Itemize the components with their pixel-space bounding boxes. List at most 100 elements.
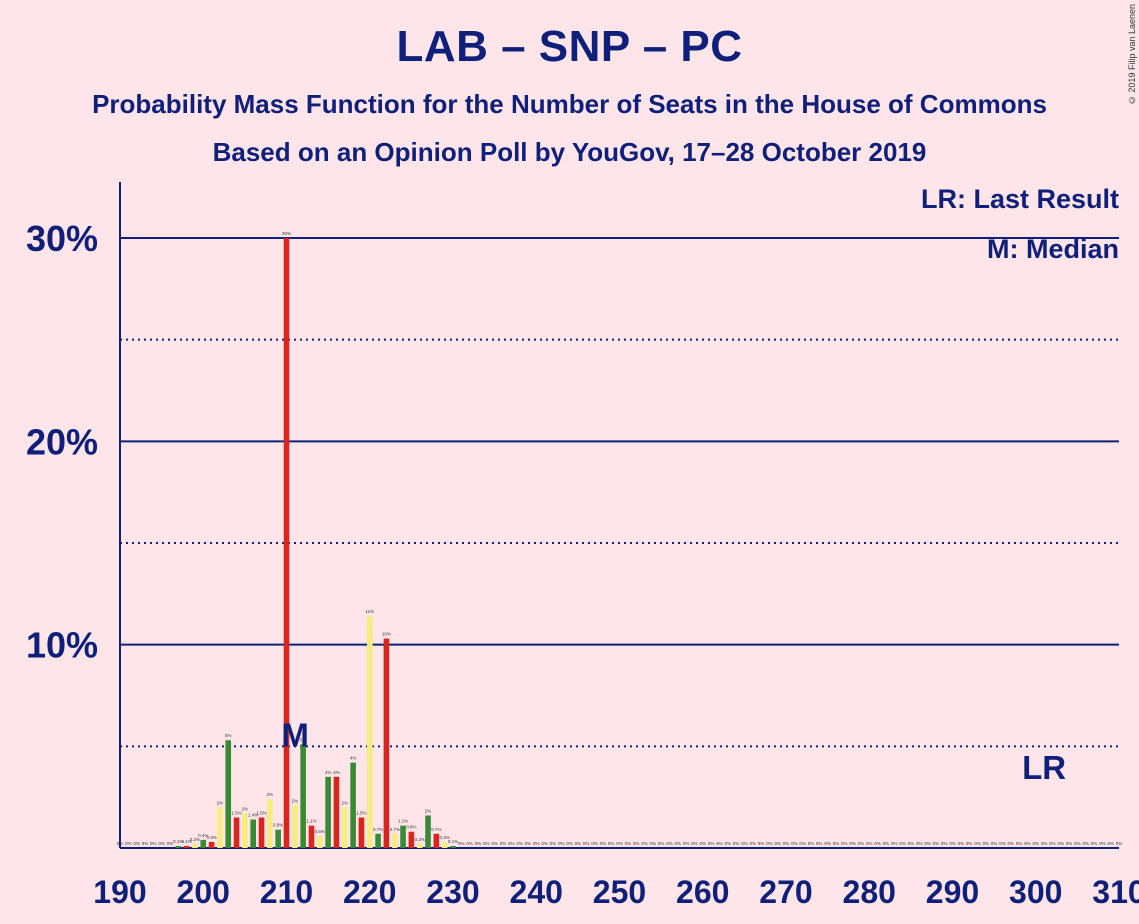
data-label: 0% (1057, 841, 1064, 846)
data-label: 0% (958, 841, 965, 846)
data-label: 0% (133, 841, 140, 846)
data-label: 0% (142, 841, 149, 846)
data-label: 0% (883, 841, 890, 846)
bar (175, 845, 182, 848)
bar (425, 815, 431, 848)
data-label: 0% (466, 841, 473, 846)
bar (283, 238, 290, 848)
bar (408, 831, 415, 848)
x-tick-label: 260 (676, 874, 729, 910)
data-label: 0% (666, 841, 673, 846)
data-label: 0.1% (181, 839, 191, 844)
chart-subtitle: Probability Mass Function for the Number… (92, 89, 1047, 119)
bar (267, 799, 273, 848)
bar (300, 744, 306, 848)
data-label: 1.5% (356, 811, 366, 816)
data-label: 0% (766, 841, 773, 846)
bar (242, 813, 248, 848)
data-label: 1.4% (248, 813, 258, 818)
bar (441, 841, 448, 848)
data-label: 0% (1074, 841, 1081, 846)
data-label: 0% (1016, 841, 1023, 846)
data-label: 4% (325, 770, 332, 775)
bar (433, 833, 440, 848)
data-label: 0% (833, 841, 840, 846)
data-label: 0% (117, 841, 124, 846)
bar (400, 825, 406, 848)
data-label: 0% (566, 841, 573, 846)
data-label: 0% (558, 841, 565, 846)
data-label: 0% (600, 841, 607, 846)
bar (217, 807, 223, 848)
bar (275, 829, 281, 848)
bar (450, 845, 456, 848)
data-label: 0% (999, 841, 1006, 846)
data-label: 0% (483, 841, 490, 846)
data-label: 0% (1008, 841, 1015, 846)
data-label: 0% (516, 841, 523, 846)
data-label: 30% (282, 231, 291, 236)
data-label: 0% (858, 841, 865, 846)
data-label: 0% (625, 841, 632, 846)
data-label: 0.7% (431, 827, 441, 832)
x-tick-label: 220 (343, 874, 396, 910)
data-label: 0.2% (190, 837, 200, 842)
bar (391, 833, 398, 848)
data-label: 2% (425, 808, 432, 813)
data-label: 0% (1116, 841, 1123, 846)
data-label: 0% (1099, 841, 1106, 846)
data-label: 0.8% (406, 825, 416, 830)
x-tick-label: 290 (926, 874, 979, 910)
bar (341, 807, 348, 848)
bar (183, 845, 190, 848)
data-label: 0% (1024, 841, 1031, 846)
data-label: 0% (974, 841, 981, 846)
data-label: 0.6% (315, 829, 325, 834)
data-label: 2% (217, 800, 224, 805)
data-label: 2% (292, 798, 299, 803)
data-label: 0% (158, 841, 165, 846)
y-tick-label: 30% (26, 218, 98, 259)
data-label: 0% (941, 841, 948, 846)
bar (383, 638, 390, 848)
chart-title: LAB – SNP – PC (396, 22, 743, 71)
data-label: 0% (874, 841, 881, 846)
data-label: 0% (899, 841, 906, 846)
last-result-marker: LR (1022, 749, 1066, 786)
data-label: 0% (583, 841, 590, 846)
data-label: 0% (1091, 841, 1098, 846)
data-label: 0% (933, 841, 940, 846)
x-tick-label: 200 (177, 874, 230, 910)
data-label: 0% (541, 841, 548, 846)
median-marker: M (281, 716, 309, 753)
data-label: 0.3% (440, 835, 450, 840)
data-label: 1.1% (306, 819, 316, 824)
bar (308, 825, 315, 848)
bar (350, 762, 356, 848)
data-label: 0% (591, 841, 598, 846)
data-label: 0% (150, 841, 157, 846)
bar (366, 616, 373, 848)
data-label: 0% (799, 841, 806, 846)
data-label: 0% (167, 841, 174, 846)
data-label: 1.5% (256, 811, 266, 816)
data-label: 0% (683, 841, 690, 846)
data-label: 0% (699, 841, 706, 846)
data-label: 0% (849, 841, 856, 846)
bar (208, 841, 215, 848)
data-label: 0% (1041, 841, 1048, 846)
data-label: 0% (1032, 841, 1039, 846)
bar (258, 817, 265, 848)
data-label: 0% (491, 841, 498, 846)
bar (325, 776, 331, 848)
data-label: 0% (816, 841, 823, 846)
data-label: 0% (1066, 841, 1073, 846)
data-label: 0% (475, 841, 482, 846)
data-label: 0% (575, 841, 582, 846)
x-tick-label: 250 (593, 874, 646, 910)
data-label: 0% (633, 841, 640, 846)
data-label: 0% (866, 841, 873, 846)
data-label: 0% (983, 841, 990, 846)
data-label: 0.7% (390, 827, 400, 832)
